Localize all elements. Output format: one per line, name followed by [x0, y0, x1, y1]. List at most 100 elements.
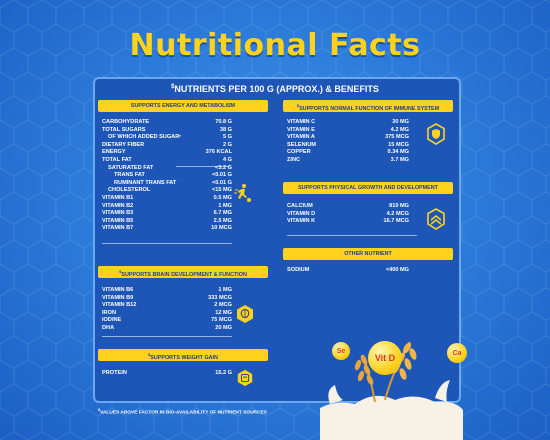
nutrient-value: 2 G — [222, 141, 232, 148]
nutrient-row: VITAMIN B7 10 MCG — [102, 225, 262, 233]
nutrient-value: 2 MCG — [214, 302, 232, 309]
nutrient-row: VITAMIN C 30 MG — [287, 119, 417, 127]
nutrient-name: IODINE — [102, 317, 122, 324]
nutrient-value: 4 G — [222, 156, 232, 163]
nutrient-value: 16.7 MCG — [383, 218, 410, 225]
section-label-immune: $SUPPORTS NORMAL FUNCTION OF IMMUNE SYST… — [283, 100, 453, 112]
nutrient-row: VITAMIN B9 333 MCG — [102, 295, 262, 303]
weight-nutrient-list: PROTEIN 15.2 G — [102, 370, 262, 378]
nutrient-row: TOTAL FAT 4 G — [102, 157, 262, 165]
section-label-energy: SUPPORTS ENERGY AND METABOLISM — [98, 100, 268, 112]
nutrient-name: ENERGY — [102, 149, 126, 156]
nutrient-value: 38 G — [219, 126, 232, 133]
nutrient-name: VITAMIN E — [287, 126, 315, 133]
nutrient-value: 70.8 G — [215, 119, 232, 125]
nutrient-footnote-mark: * — [179, 134, 181, 140]
nutrient-row: SELENIUM 15 MCG — [287, 142, 417, 150]
nutrient-row: ENERGY 376 KCAL — [102, 149, 262, 157]
nutrient-row: VITAMIN D 4.2 MCG — [287, 211, 417, 219]
nutrient-name: VITAMIN B3 — [102, 210, 134, 217]
nutrient-name: SATURATED FAT — [108, 164, 154, 171]
nutrient-row: IRON 12 MG — [102, 310, 262, 318]
nutrient-name: TOTAL FAT — [102, 156, 132, 163]
nutrient-row: VITAMIN K 16.7 MCG — [287, 218, 417, 226]
nutrient-row: VITAMIN B6 1 MG — [102, 287, 262, 295]
nutrient-name: TOTAL SUGARS — [102, 126, 146, 133]
brain-nutrient-list: VITAMIN B6 1 MG VITAMIN B9 333 MCG VITAMIN B… — [102, 287, 262, 333]
nutrient-row: VITAMIN B12 2 MCG — [102, 302, 262, 310]
immune-nutrient-list: VITAMIN C 30 MG VITAMIN E 4.2 MG VITAMIN A 37… — [287, 119, 417, 165]
other-nutrient-list: SODIUM <400 MG — [287, 267, 417, 275]
nutrient-value: <0.01 G — [211, 172, 232, 179]
nutrient-value: 333 MCG — [208, 294, 232, 301]
nutrient-value: 12 MG — [215, 309, 232, 316]
nutrient-row: CARBOHYDRATE 70.8 G — [102, 119, 262, 127]
nutrient-value: <3.2 G — [215, 164, 232, 171]
vitamin-d-bubble: Vit D — [368, 341, 402, 375]
nutrient-name: VITAMIN B6 — [102, 287, 134, 293]
nutrient-value: 15.2 G — [215, 370, 232, 376]
nutrient-value: 1 MG — [218, 202, 232, 209]
nutrient-value: <400 MG — [385, 267, 409, 273]
nutrient-row: VITAMIN A 375 MCG — [287, 134, 417, 142]
nutrient-value: <15 MG — [211, 187, 232, 194]
nutrient-name: DHA — [102, 324, 115, 331]
nutrient-row: IODINE 75 MCG — [102, 317, 262, 325]
nutrient-name: VITAMIN B9 — [102, 294, 134, 301]
nutrient-row: TOTAL SUGARS 38 G — [102, 127, 262, 135]
header-mark: $ — [171, 84, 175, 90]
nutrient-name: VITAMIN B12 — [102, 302, 137, 309]
nutrient-name: CALCIUM — [287, 203, 313, 209]
nutrient-name: PROTEIN — [102, 370, 127, 376]
nutrient-row: VITAMIN B3 6.7 MG — [102, 210, 262, 218]
section-label-growth: SUPPORTS PHYSICAL GROWTH AND DEVELOPMENT — [283, 182, 453, 194]
nutrient-value: <0.01 G — [211, 179, 232, 186]
nutrient-row: VITAMIN B1 0.5 MG — [102, 195, 262, 203]
calcium-bubble: Ca — [447, 343, 467, 363]
nutrient-name: SELENIUM — [287, 141, 316, 148]
nutrient-value: 4.2 MG — [390, 126, 409, 133]
nutrient-name: RUMINANT TRANS FAT — [114, 179, 177, 186]
nutrient-name: VITAMIN B5 — [102, 217, 134, 224]
nutrient-row: OF WHICH ADDED SUGAR * 5 G — [102, 134, 262, 142]
nutrient-value: 30 MG — [392, 119, 409, 125]
nutrient-value: 20 MG — [215, 324, 232, 331]
nutrient-row: TRANS FAT <0.01 G — [102, 172, 262, 180]
nutrient-value: 0.5 MG — [213, 194, 232, 201]
separator-energy-end — [102, 243, 232, 244]
page-title: Nutritional Facts — [129, 28, 421, 63]
nutrient-value: 15 MCG — [388, 141, 409, 148]
nutrient-name: ZINC — [287, 156, 301, 163]
nutrient-name: VITAMIN C — [287, 119, 316, 125]
nutrient-row: VITAMIN E 4.2 MG — [287, 127, 417, 135]
nutrient-value: 376 KCAL — [205, 149, 232, 156]
shield-icon — [427, 123, 445, 145]
nutrient-name: OF WHICH ADDED SUGAR — [108, 134, 180, 141]
nutrient-row: VITAMIN B2 1 MG — [102, 203, 262, 211]
nutrient-name: CHOLESTEROL — [108, 187, 151, 194]
nutrient-value: 4.2 MCG — [386, 210, 409, 217]
nutrient-row: VITAMIN B5 2.5 MG — [102, 218, 262, 226]
separator-growth-end — [287, 235, 417, 236]
section-label-weight: $SUPPORTS WEIGHT GAIN — [98, 349, 268, 361]
nutrient-row: SATURATED FAT <3.2 G — [102, 165, 262, 173]
nutrient-value: 0.34 MG — [387, 149, 409, 156]
card-header: $NUTRIENTS PER 100 G (APPROX.) & BENEFIT… — [93, 79, 457, 95]
nutrient-row: SODIUM <400 MG — [287, 267, 417, 275]
nutrient-row: RUMINANT TRANS FAT <0.01 G — [102, 180, 262, 188]
nutrient-name: DIETARY FIBER — [102, 141, 145, 148]
nutrient-name: VITAMIN K — [287, 218, 316, 225]
nutrient-row: DHA 20 MG — [102, 325, 262, 333]
nutrient-value: 810 MG — [389, 203, 409, 209]
header-text: NUTRIENTS PER 100 G (APPROX.) & BENEFITS — [174, 84, 379, 94]
brain-icon — [237, 305, 253, 323]
runner-icon — [234, 184, 251, 202]
selenium-bubble: Se — [332, 342, 350, 360]
nutrient-name: VITAMIN B1 — [102, 194, 134, 201]
nutrient-name: VITAMIN A — [287, 134, 315, 141]
growth-chevron-icon — [427, 208, 445, 230]
nutrient-value: 2.5 MG — [213, 217, 232, 224]
section-label-other: OTHER NUTRIENT — [283, 248, 453, 260]
nutrient-value: 1 MG — [218, 287, 232, 293]
